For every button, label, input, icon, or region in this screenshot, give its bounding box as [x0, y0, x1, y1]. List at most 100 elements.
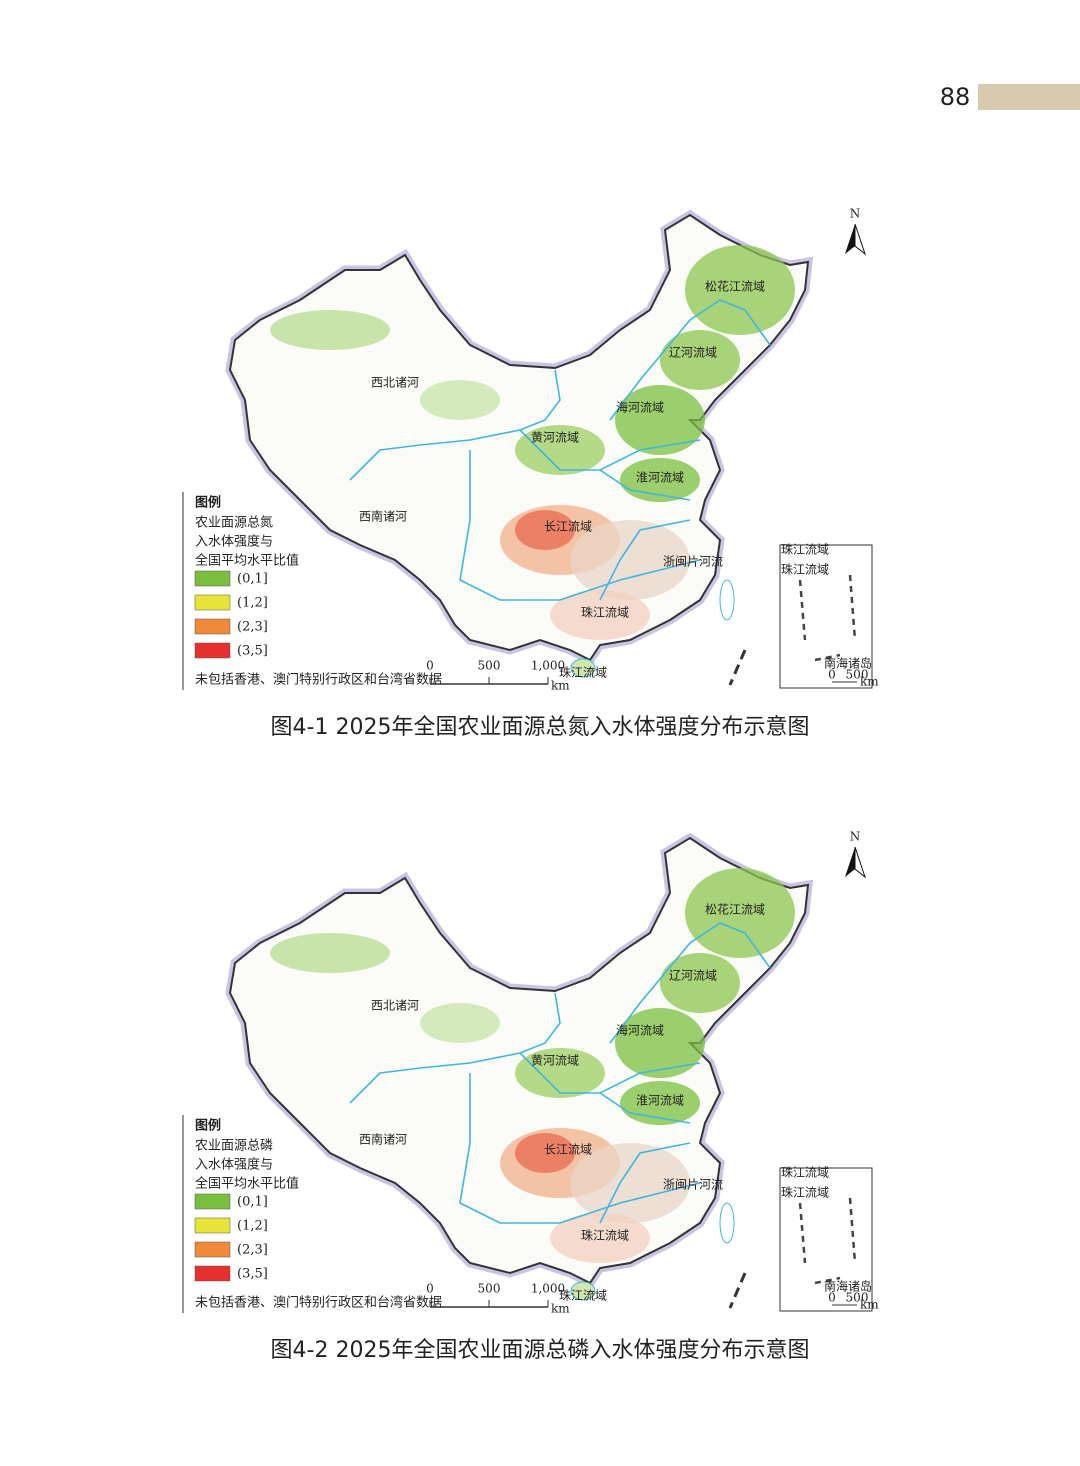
inset-frame [779, 1167, 873, 1312]
scale-unit: km [551, 679, 570, 693]
basin-boundary [599, 1092, 691, 1124]
region-label: 海河流域 [616, 1023, 664, 1038]
region-label: 珠江流域 [559, 1289, 607, 1303]
figure-caption: 图4-2 2025年全国农业面源总磷入水体强度分布示意图 [271, 1338, 810, 1363]
land-use-patch [615, 1008, 705, 1078]
region-label: 浙闽片河流 [663, 555, 723, 569]
region-label: 海河流域 [616, 400, 664, 415]
basin-boundary [599, 519, 691, 601]
land-use-patch [270, 310, 390, 350]
legend-label: (0,1] [237, 572, 268, 587]
region-label: 淮河流域 [636, 471, 684, 485]
legend-swatch [194, 1241, 231, 1258]
inset-border [798, 574, 857, 662]
north-arrow-half [854, 846, 867, 879]
scale-label: 500 [478, 1282, 501, 1296]
scale-unit: km [551, 1302, 570, 1316]
north-label: N [850, 830, 861, 844]
region-label: 松花江流域 [705, 902, 765, 917]
map-note: 未包括香港、澳门特别行政区和台湾省数据 [195, 1295, 442, 1311]
region-label: 珠江流域 [581, 1229, 629, 1243]
legend-swatch [194, 1265, 231, 1282]
region-label: 西南诸河 [359, 1132, 407, 1147]
inset-scale-label: 500 [846, 668, 869, 682]
basin-boundary [349, 369, 561, 481]
legend-description: 农业面源总氮 [195, 516, 273, 531]
region-label: 西北诸河 [371, 999, 419, 1013]
land-use-patch [515, 1048, 605, 1098]
inset-label: 珠江流域 [781, 563, 829, 577]
region-label: 长江流域 [544, 520, 592, 534]
north-arrow [845, 847, 855, 877]
inset-title: 南海诸岛 [824, 656, 872, 671]
north-arrow [845, 224, 855, 254]
region-label: 西南诸河 [359, 509, 407, 524]
page-number: 88 [940, 83, 971, 111]
legend-swatch [194, 618, 231, 635]
taiwan [719, 579, 735, 621]
inset-label: 珠江流域 [781, 543, 829, 557]
figure-caption: 图4-1 2025年全国农业面源总氮入水体强度分布示意图 [271, 715, 810, 740]
border-dash [728, 649, 747, 686]
legend-label: (0,1] [237, 1195, 268, 1210]
land-use-patch [570, 1143, 690, 1223]
inset-title: 南海诸岛 [824, 1279, 872, 1294]
region-label: 长江流域 [544, 1143, 592, 1157]
legend-label: (1,2] [237, 596, 268, 611]
scale-label: 0 [426, 1282, 434, 1296]
inset-label: 珠江流域 [781, 1186, 829, 1200]
figure: 松花江流域辽河流域西北诸河海河流域黄河流域淮河流域西南诸河长江流域浙闽片河流珠江… [182, 830, 879, 1363]
land-use-patch [550, 590, 650, 640]
land-use-patch [515, 1133, 575, 1173]
legend-description: 农业面源总磷 [195, 1139, 273, 1154]
legend-label: (3,5] [237, 1267, 268, 1282]
legend-label: (2,3] [237, 1243, 268, 1258]
figure: 松花江流域辽河流域西北诸河海河流域黄河流域淮河流域西南诸河长江流域浙闽片河流珠江… [182, 207, 879, 740]
scale-label: 500 [478, 659, 501, 673]
land-use-patch [660, 330, 740, 390]
basin-boundary [599, 1142, 691, 1224]
land-use-patch [550, 1213, 650, 1263]
legend-swatch [194, 1193, 231, 1210]
land-use-patch [570, 520, 690, 600]
region-label: 辽河流域 [669, 969, 717, 983]
scale-label: 1,000 [531, 1282, 565, 1296]
hainan [570, 658, 596, 678]
land-use-patch [685, 868, 795, 958]
legend-swatch [194, 1217, 231, 1234]
land-use-patch [660, 953, 740, 1013]
legend-label: (3,5] [237, 644, 268, 659]
land-use-patch [420, 380, 500, 420]
region-label: 黄河流域 [531, 1054, 579, 1068]
scale-label: 1,000 [531, 659, 565, 673]
basin-boundary [519, 1052, 701, 1094]
basin-boundary [349, 992, 561, 1104]
region-label: 珠江流域 [559, 666, 607, 680]
legend-description: 入水体强度与 [195, 1157, 273, 1173]
map-note: 未包括香港、澳门特别行政区和台湾省数据 [195, 672, 442, 688]
taiwan [719, 1202, 735, 1244]
region-label: 松花江流域 [705, 279, 765, 294]
legend-description: 全国平均水平比值 [195, 1176, 299, 1192]
legend-label: (1,2] [237, 1219, 268, 1234]
basin-boundary [519, 429, 701, 471]
land-use-patch [420, 1003, 500, 1043]
header-bar [978, 84, 1080, 110]
land-use-patch [515, 425, 605, 475]
land-use-patch [515, 510, 575, 550]
legend-title: 图例 [195, 495, 221, 511]
legend-swatch [194, 642, 231, 659]
region-label: 西北诸河 [371, 376, 419, 390]
inset-label: 珠江流域 [781, 1166, 829, 1180]
north-label: N [850, 207, 861, 221]
legend-label: (2,3] [237, 620, 268, 635]
region-label: 淮河流域 [636, 1094, 684, 1108]
inset-border [798, 1197, 857, 1285]
legend-title: 图例 [195, 1118, 221, 1134]
legend-description: 全国平均水平比值 [195, 553, 299, 569]
border-dash [728, 1272, 747, 1309]
inset-scale-unit: km [860, 675, 879, 689]
basin-boundary [609, 922, 771, 1044]
region-label: 浙闽片河流 [663, 1178, 723, 1192]
